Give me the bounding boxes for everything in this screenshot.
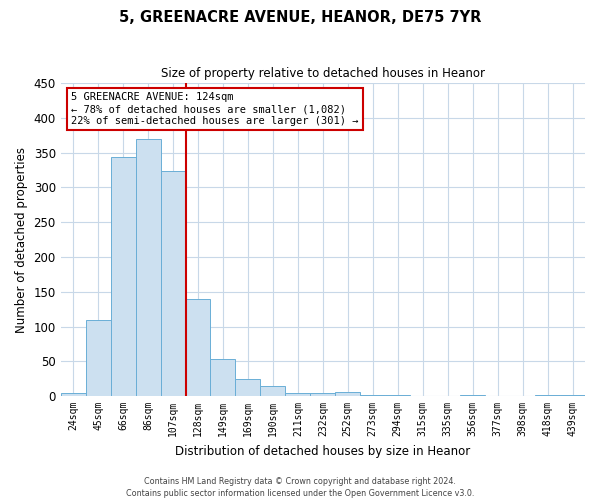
Bar: [136, 138, 161, 396]
Bar: [310, 394, 335, 396]
X-axis label: Distribution of detached houses by size in Heanor: Distribution of detached houses by size …: [175, 444, 470, 458]
Bar: [211, 359, 235, 396]
Title: Size of property relative to detached houses in Heanor: Size of property relative to detached ho…: [161, 68, 485, 80]
Bar: [110, 157, 136, 396]
Y-axis label: Number of detached properties: Number of detached properties: [15, 146, 28, 332]
Bar: [286, 394, 310, 396]
Bar: [86, 320, 110, 396]
Text: 5, GREENACRE AVENUE, HEANOR, DE75 7YR: 5, GREENACRE AVENUE, HEANOR, DE75 7YR: [119, 10, 481, 25]
Bar: [235, 380, 260, 396]
Bar: [260, 386, 286, 396]
Bar: [335, 392, 360, 396]
Bar: [360, 394, 385, 396]
Text: Contains HM Land Registry data © Crown copyright and database right 2024.
Contai: Contains HM Land Registry data © Crown c…: [126, 476, 474, 498]
Bar: [185, 298, 211, 396]
Text: 5 GREENACRE AVENUE: 124sqm
← 78% of detached houses are smaller (1,082)
22% of s: 5 GREENACRE AVENUE: 124sqm ← 78% of deta…: [71, 92, 359, 126]
Bar: [61, 392, 86, 396]
Bar: [161, 172, 185, 396]
Bar: [560, 394, 585, 396]
